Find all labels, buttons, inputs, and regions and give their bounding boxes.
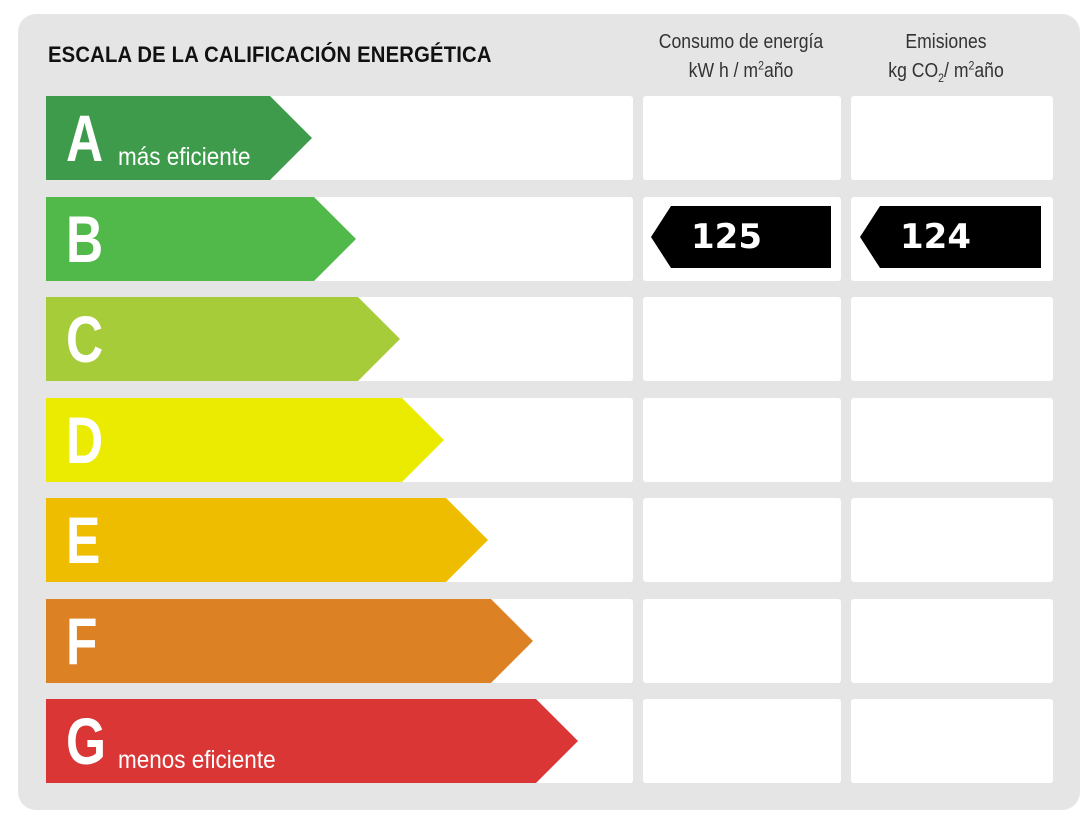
rating-arrow-fill-f [46,599,533,683]
rating-arrow-b: B [46,197,356,281]
consumo-cell-f [643,599,841,683]
emisiones-indicator-shape [860,206,1041,268]
rating-arrow-fill-d [46,398,444,482]
rating-arrow-shape-e [46,498,488,582]
emisiones-cell-c [851,297,1053,381]
consumo-indicator: 125 [651,206,831,268]
rating-arrow-c: C [46,297,400,381]
rating-arrow-fill-e [46,498,488,582]
consumo-column-header: Consumo de energía kW h / m2año [653,28,829,86]
rating-letter-g: G [66,704,107,778]
scale-title: ESCALA DE LA CALIFICACIÓN ENERGÉTICA [48,42,492,67]
emisiones-cell-d [851,398,1053,482]
emisiones-cell-e [851,498,1053,582]
rating-subtitle-a: más eficiente [118,143,251,171]
rating-arrow-shape-b [46,197,356,281]
rating-letter-f: F [66,604,98,678]
rating-letter-c: C [66,302,104,376]
rating-arrow-f: F [46,599,533,683]
emisiones-column-header: Emisiones kg CO2/ m2año [860,28,1032,86]
consumo-cell-e [643,498,841,582]
consumo-header-line1: Consumo de energía [658,31,824,53]
rating-arrow-d: D [46,398,444,482]
rating-arrow-shape-c [46,297,400,381]
consumo-cell-d [643,398,841,482]
emisiones-cell-a [851,96,1053,180]
rating-letter-e: E [66,503,101,577]
emisiones-header-line1: Emisiones [905,31,987,53]
rating-arrow-fill-c [46,297,400,381]
consumo-cell-a [643,96,841,180]
rating-arrow-fill-a [46,96,312,180]
rating-letter-d: D [66,403,104,477]
consumo-indicator-value: 125 [691,217,762,257]
emisiones-indicator: 124 [860,206,1041,268]
consumo-cell-g [643,699,841,783]
rating-arrow-shape-d [46,398,444,482]
emisiones-indicator-value: 124 [900,217,971,257]
consumo-cell-c [643,297,841,381]
emisiones-cell-f [851,599,1053,683]
rating-arrow-shape-g [46,699,578,783]
rating-arrow-shape-a [46,96,312,180]
rating-arrow-e: E [46,498,488,582]
rating-subtitle-g: menos eficiente [118,746,276,774]
rating-letter-a: A [66,101,104,175]
consumo-header-line2: kW h / m2año [688,58,794,82]
emisiones-header-line2: kg CO2/ m2año [888,58,1004,85]
rating-arrow-fill-b [46,197,356,281]
consumo-indicator-shape [651,206,831,268]
rating-arrow-fill-g [46,699,578,783]
rating-letter-b: B [66,202,104,276]
rating-arrow-shape-f [46,599,533,683]
emisiones-cell-g [851,699,1053,783]
